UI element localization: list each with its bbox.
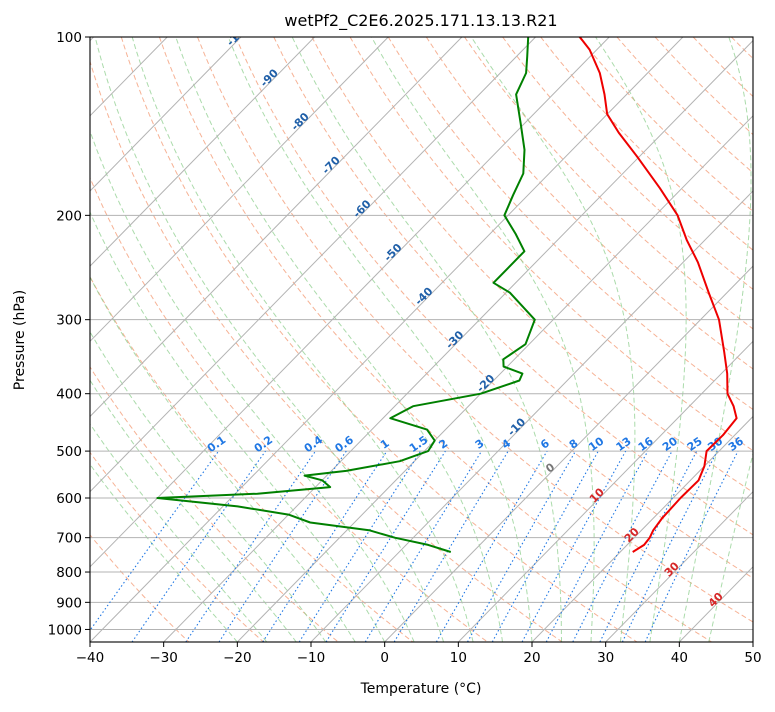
x-tick-label: 10: [450, 650, 467, 666]
y-tick-label: 600: [56, 491, 82, 507]
chart-title: wetPf2_C2E6.2025.171.13.13.R21: [284, 11, 557, 31]
y-tick-label: 800: [56, 565, 82, 581]
y-tick-label: 700: [56, 531, 82, 547]
x-tick-label: 30: [597, 650, 614, 666]
x-tick-label: −20: [223, 650, 252, 666]
x-tick-label: −30: [149, 650, 178, 666]
y-tick-label: 1000: [48, 622, 82, 638]
y-tick-label: 400: [56, 387, 82, 403]
y-tick-label: 100: [56, 30, 82, 46]
x-axis-label: Temperature (°C): [360, 681, 482, 697]
y-tick-label: 300: [56, 313, 82, 329]
y-tick-label: 900: [56, 595, 82, 611]
x-tick-label: −10: [297, 650, 326, 666]
x-tick-label: 20: [523, 650, 540, 666]
y-tick-label: 200: [56, 208, 82, 224]
x-tick-label: −40: [76, 650, 105, 666]
x-tick-label: 50: [744, 650, 761, 666]
y-tick-label: 500: [56, 444, 82, 460]
y-axis-label: Pressure (hPa): [12, 290, 28, 390]
x-tick-label: 0: [380, 650, 389, 666]
x-tick-label: 40: [671, 650, 688, 666]
